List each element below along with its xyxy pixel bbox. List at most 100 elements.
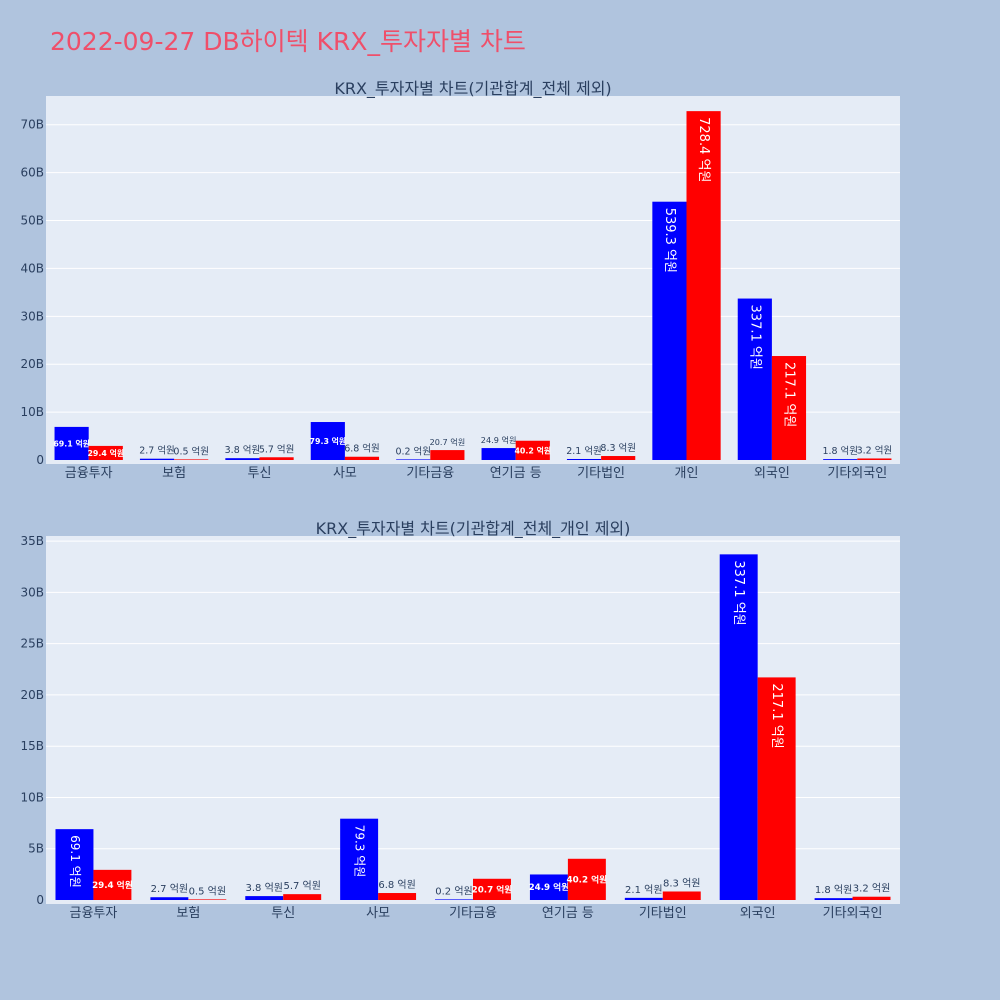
sell-bar: [378, 893, 417, 900]
y-tick-label: 5B: [28, 842, 44, 856]
bar-value-label: 539.3 억원: [662, 208, 677, 273]
buy-bar: [737, 298, 772, 460]
y-tick-label: 10B: [20, 405, 44, 419]
buy-bar: [396, 459, 431, 460]
x-tick-label: 투신: [248, 466, 272, 481]
x-tick-label: 기타금융: [406, 466, 454, 481]
bar-value-label: 217.1 억원: [781, 362, 796, 427]
y-tick-label: 20B: [20, 357, 44, 371]
bar-value-label: 2.7 억원: [139, 445, 175, 457]
chart-title: KRX_투자자별 차트(기관합계_전체 제외): [334, 79, 611, 99]
x-tick-label: 기타외국인: [827, 466, 887, 481]
bar-value-label: 69.1 억원: [68, 835, 82, 888]
x-tick-label: 외국인: [740, 906, 776, 921]
y-tick-label: 40B: [20, 261, 44, 275]
sell-bar: [852, 896, 891, 900]
bar-value-label: 728.4 억원: [696, 117, 711, 182]
y-tick-label: 30B: [20, 309, 44, 323]
buy-bar: [54, 426, 89, 460]
sell-bar: [601, 456, 636, 460]
buy-bar: [435, 899, 473, 900]
bar-value-label: 3.8 억원: [246, 882, 283, 894]
bar-value-label: 24.9 억원: [481, 435, 517, 445]
x-tick-label: 연기금 등: [490, 466, 542, 481]
buy-bar: [529, 874, 568, 900]
chart-title: KRX_투자자별 차트(기관합계_전체_개인 제외): [316, 519, 631, 539]
bar-value-label: 20.7 억원: [430, 437, 466, 447]
bar-value-label: 6.8 억원: [344, 443, 380, 455]
sell-bar: [283, 894, 322, 900]
y-tick-label: 25B: [20, 637, 44, 651]
sell-bar: [515, 440, 550, 460]
bar-value-label: 40.2 억원: [514, 445, 551, 455]
bar-value-label: 3.8 억원: [225, 444, 261, 456]
sell-bar: [771, 356, 807, 460]
buy-bar: [652, 201, 687, 461]
sell-bar: [686, 111, 721, 460]
buy-bar: [245, 896, 284, 900]
x-tick-label: 기타금융: [449, 906, 497, 921]
buy-bar: [624, 897, 663, 900]
chart-2: 0 5B 10B 15B 20B 25B 30B 35B KRX_투자자별 차트(기관합계_전체…: [20, 519, 900, 921]
x-tick-label: 연기금 등: [542, 906, 594, 921]
buy-bar: [814, 898, 853, 900]
sell-bar: [473, 878, 511, 900]
bar-value-label: 2.1 억원: [625, 884, 662, 896]
bar-value-label: 79.3 억원: [310, 436, 347, 446]
bar-value-label: 5.7 억원: [259, 443, 295, 455]
buy-bar: [310, 422, 345, 460]
bar-value-label: 20.7 억원: [472, 883, 513, 895]
x-tick-label: 보험: [176, 906, 200, 921]
sell-bar: [430, 450, 465, 460]
buy-bar: [139, 458, 175, 460]
x-tick-label: 사모: [366, 906, 390, 921]
buy-bar: [566, 458, 602, 460]
y-tick-label: 50B: [20, 214, 44, 228]
y-tick-label: 0: [36, 453, 44, 467]
buy-bar: [719, 554, 758, 900]
buy-bar: [55, 829, 94, 900]
y-tick-label: 0: [36, 893, 44, 907]
x-tick-label: 보험: [162, 466, 186, 481]
sell-bar: [259, 457, 294, 460]
x-tick-label: 투신: [271, 906, 295, 921]
sell-bar: [93, 869, 132, 900]
bar-value-label: 8.3 억원: [600, 442, 636, 454]
bar-value-label: 79.3 억원: [353, 825, 367, 878]
x-tick-label: 기타법인: [577, 466, 625, 481]
bar-value-label: 40.2 억원: [567, 873, 608, 885]
y-tick-label: 20B: [20, 688, 44, 702]
x-tick-label: 금융투자: [70, 906, 118, 921]
x-tick-label: 사모: [333, 466, 357, 481]
x-tick-label: 기타외국인: [823, 906, 883, 921]
bar-value-label: 24.9 억원: [529, 881, 570, 893]
y-tick-label: 15B: [20, 739, 44, 753]
sell-bar: [757, 677, 796, 900]
x-tick-label: 기타법인: [639, 906, 687, 921]
y-tick-label: 70B: [20, 118, 44, 132]
y-tick-label: 10B: [20, 790, 44, 804]
x-tick-label: 개인: [675, 466, 699, 481]
bar-value-label: 337.1 억원: [747, 305, 762, 370]
page-title: 2022-09-27 DB하이텍 KRX_투자자별 차트: [50, 27, 526, 56]
bar-value-label: 0.5 억원: [173, 445, 209, 457]
bar-value-label: 29.4 억원: [87, 448, 124, 458]
bar-value-label: 6.8 억원: [378, 879, 415, 891]
x-tick-label: 외국인: [754, 466, 790, 481]
bar-value-label: 3.2 억원: [857, 444, 893, 456]
bar-value-label: 8.3 억원: [663, 877, 700, 889]
sell-bar: [344, 456, 380, 460]
buy-bar: [823, 459, 858, 460]
bar-value-label: 1.8 억원: [815, 884, 852, 896]
y-tick-label: 60B: [20, 166, 44, 180]
bar-value-label: 29.4 억원: [92, 879, 133, 891]
bar-value-label: 0.5 억원: [189, 885, 226, 897]
sell-bar: [662, 891, 701, 900]
bar-value-label: 69.1 억원: [53, 438, 90, 448]
bar-value-label: 1.8 억원: [822, 445, 858, 457]
bar-value-label: 5.7 억원: [283, 880, 320, 892]
bar-value-label: 2.1 억원: [566, 445, 602, 457]
sell-bar: [174, 459, 209, 460]
bar-value-label: 2.7 억원: [151, 883, 188, 895]
sell-bar: [188, 899, 227, 900]
